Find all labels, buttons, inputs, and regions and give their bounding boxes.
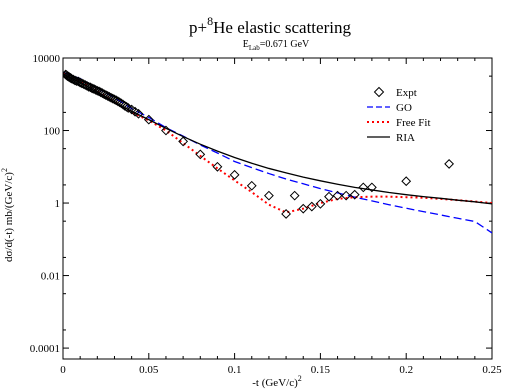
plot-frame <box>62 57 493 360</box>
expt-point <box>281 209 291 219</box>
y-axis-label: dσ/d(-t) mb/(GeV/c)2 <box>0 168 15 262</box>
legend-label: GO <box>396 102 412 114</box>
expt-point <box>306 201 317 212</box>
expt-point <box>401 176 412 187</box>
expt-point <box>82 80 92 91</box>
expt-point <box>229 169 240 180</box>
expt-point <box>246 180 257 191</box>
y-axis-ticks <box>63 57 492 349</box>
x-axis-label: -t (GeV/c)2 <box>252 374 302 389</box>
legend-item-go: GO <box>367 102 412 114</box>
legend-item-ria: RIA <box>367 132 415 144</box>
expt-point <box>70 75 80 86</box>
expt-point <box>358 182 369 193</box>
x-tick-label: 0.1 <box>228 364 242 376</box>
chart-subtitle: ELab=0.671 GeV <box>243 39 310 52</box>
expt-point <box>444 159 455 169</box>
legend-label: Expt <box>396 87 417 99</box>
expt-point <box>298 203 309 214</box>
legend-label: RIA <box>396 132 415 144</box>
x-tick-label: 0.25 <box>482 364 502 376</box>
expt-point <box>71 76 82 87</box>
series-layer <box>63 69 492 234</box>
chart-title-text: p+8He elastic scattering <box>189 14 351 37</box>
y-axis-tick-labels: 0.0001 0.01 1 100 10000 <box>30 53 61 355</box>
expt-point <box>143 114 154 125</box>
expt-point <box>315 198 326 209</box>
expt-point <box>366 182 377 193</box>
expt-point <box>212 161 223 172</box>
expt-point <box>178 136 189 147</box>
y-tick-label: 100 <box>44 126 61 138</box>
expt-point <box>195 149 206 160</box>
x-tick-label: 0.05 <box>139 364 159 376</box>
x-tick-label: 0 <box>60 364 66 376</box>
chart-title: p+8He elastic scattering ELab=0.671 GeV <box>189 14 351 52</box>
series-line-free-fit <box>63 72 492 214</box>
legend-swatch <box>373 86 385 98</box>
expt-point <box>133 108 144 119</box>
legend-item-free-fit: Free Fit <box>367 117 431 129</box>
legend-label: Free Fit <box>396 117 431 129</box>
y-tick-label: 10000 <box>33 53 61 65</box>
expt-point <box>264 190 274 201</box>
legend-item-expt: Expt <box>373 86 417 99</box>
y-tick-label: 0.0001 <box>30 343 60 355</box>
series-line-ria <box>63 73 492 205</box>
y-tick-label: 0.01 <box>41 271 60 283</box>
series-line-go <box>63 71 492 234</box>
expt-point <box>332 190 343 201</box>
x-axis-tick-labels: 0 0.05 0.1 0.15 0.2 0.25 <box>60 364 502 376</box>
x-tick-label: 0.2 <box>399 364 413 376</box>
expt-point <box>324 191 334 202</box>
expt-point <box>341 190 352 201</box>
legend: Expt GO Free Fit RIA <box>367 86 431 144</box>
expt-point <box>349 189 360 200</box>
x-axis-ticks <box>62 58 493 359</box>
x-tick-label: 0.15 <box>311 364 331 376</box>
expt-point <box>161 125 171 136</box>
y-tick-label: 1 <box>55 198 61 210</box>
expt-point <box>289 190 300 201</box>
